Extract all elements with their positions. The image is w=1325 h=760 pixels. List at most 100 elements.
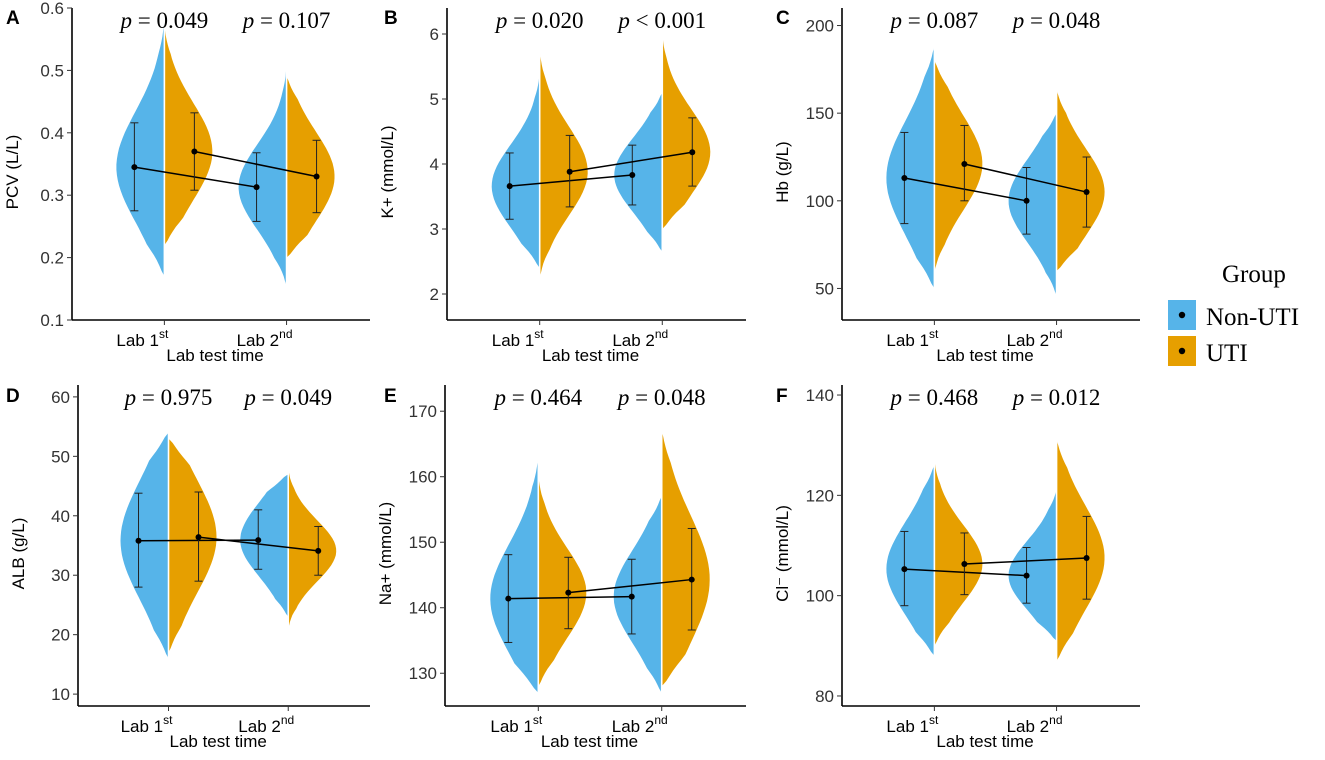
violin-uti-2 <box>1056 440 1105 661</box>
y-tick-label: 170 <box>409 402 437 421</box>
mean-point-uti-2 <box>1083 189 1090 196</box>
mean-point-non-uti-1 <box>135 537 142 544</box>
x-tick-label-2: Lab 2nd <box>1007 713 1063 736</box>
mean-point-non-uti-1 <box>506 183 513 190</box>
y-tick-label: 60 <box>51 388 70 407</box>
mean-point-non-uti-2 <box>1023 572 1030 579</box>
mean-point-non-uti-2 <box>1023 197 1030 204</box>
x-tick-label-1: Lab 1st <box>490 713 543 736</box>
y-tick-label: 4 <box>430 155 439 174</box>
y-tick-label: 0.2 <box>40 249 64 268</box>
x-axis-title: Lab test time <box>542 346 639 365</box>
violin-uti-2 <box>288 468 337 629</box>
x-tick-label-1: Lab 1st <box>886 713 939 736</box>
x-axis-title: Lab test time <box>166 346 263 365</box>
violin-uti-1 <box>539 50 588 278</box>
mean-line-non-uti <box>904 568 1027 577</box>
violin-non-uti-1 <box>116 20 165 277</box>
mean-point-uti-2 <box>688 576 695 583</box>
legend-marker-non-uti <box>1178 311 1186 319</box>
panel-letter: D <box>6 386 20 407</box>
x-tick-label-2: Lab 2nd <box>612 713 668 736</box>
mean-point-uti-2 <box>313 173 320 180</box>
y-tick-label: 50 <box>815 279 834 298</box>
legend: Group Non-UTI UTI <box>1168 261 1299 367</box>
x-tick-label-1: Lab 1st <box>121 713 174 736</box>
violin-uti-2 <box>661 430 710 687</box>
panel-letter: E <box>384 386 397 407</box>
y-tick-label: 0.6 <box>40 0 64 18</box>
y-tick-label: 100 <box>806 192 834 211</box>
y-tick-label: 20 <box>51 626 70 645</box>
violin-non-uti-1 <box>120 432 169 659</box>
violin-non-uti-2 <box>1008 490 1057 641</box>
y-tick-label: 130 <box>409 664 437 683</box>
y-tick-label: 140 <box>409 599 437 618</box>
y-tick-label: 150 <box>806 104 834 123</box>
violin-non-uti-1 <box>886 46 935 289</box>
violin-uti-1 <box>934 460 983 646</box>
y-tick-label: 30 <box>51 566 70 585</box>
y-tick-label: 100 <box>806 587 834 606</box>
mean-point-uti-2 <box>1083 555 1090 562</box>
x-axis-title: Lab test time <box>541 732 638 751</box>
legend-label-non-uti: Non-UTI <box>1206 304 1299 331</box>
x-axis-title: Lab test time <box>936 346 1033 365</box>
mean-line-uti <box>568 578 692 594</box>
violin-non-uti-2 <box>240 474 289 617</box>
violin-non-uti-2 <box>238 64 287 286</box>
p-value-2: p = 0.049 <box>242 385 332 410</box>
p-value-1: p = 0.464 <box>492 385 582 410</box>
y-tick-label: 50 <box>51 447 70 466</box>
mean-line-non-uti <box>134 166 257 188</box>
mean-line-uti <box>964 557 1087 565</box>
violin-non-uti-1 <box>490 457 539 693</box>
y-axis-title: Na+ (mmol/L) <box>376 502 395 605</box>
x-tick-label-2: Lab 2nd <box>238 713 294 736</box>
mean-line-uti <box>964 163 1087 193</box>
x-tick-label-2: Lab 2nd <box>612 327 668 350</box>
mean-point-uti-2 <box>315 547 322 554</box>
legend-marker-uti <box>1178 347 1186 355</box>
x-tick-label-1: Lab 1st <box>886 327 939 350</box>
y-axis-title: Cl⁻ (mmol/L) <box>773 505 792 602</box>
violin-non-uti-2 <box>1008 113 1057 296</box>
y-tick-label: 0.4 <box>40 124 64 143</box>
y-tick-label: 0.3 <box>40 186 64 205</box>
mean-point-non-uti-2 <box>629 172 636 179</box>
mean-point-non-uti-1 <box>505 595 512 602</box>
mean-line-non-uti <box>508 595 632 600</box>
violin-non-uti-2 <box>613 496 662 693</box>
panel-letter: B <box>384 8 398 29</box>
p-value-2: p = 0.048 <box>616 385 706 410</box>
violin-uti-2 <box>286 76 335 258</box>
violin-uti-2 <box>1056 90 1105 271</box>
y-tick-label: 2 <box>430 285 439 304</box>
mean-point-uti-1 <box>565 589 572 596</box>
y-tick-label: 0.1 <box>40 311 64 330</box>
y-tick-label: 120 <box>806 486 834 505</box>
y-tick-label: 5 <box>430 90 439 109</box>
p-value-1: p = 0.468 <box>889 385 979 410</box>
y-tick-label: 3 <box>430 220 439 239</box>
legend-title: Group <box>1222 261 1286 288</box>
mean-point-uti-1 <box>195 534 202 541</box>
y-tick-label: 10 <box>51 685 70 704</box>
x-tick-label-2: Lab 2nd <box>237 327 293 350</box>
mean-point-uti-2 <box>689 149 696 156</box>
y-tick-label: 40 <box>51 507 70 526</box>
mean-point-non-uti-1 <box>131 164 138 171</box>
y-axis-title: Hb (g/L) <box>773 141 792 202</box>
violin-uti-1 <box>164 26 213 246</box>
mean-point-non-uti-1 <box>901 175 908 182</box>
mean-point-uti-1 <box>566 168 573 175</box>
p-value-2: p = 0.048 <box>1011 8 1101 33</box>
violin-uti-1 <box>934 60 983 271</box>
violin-non-uti-1 <box>491 73 540 268</box>
y-tick-label: 80 <box>815 687 834 706</box>
p-value-2: p = 0.107 <box>241 8 331 33</box>
